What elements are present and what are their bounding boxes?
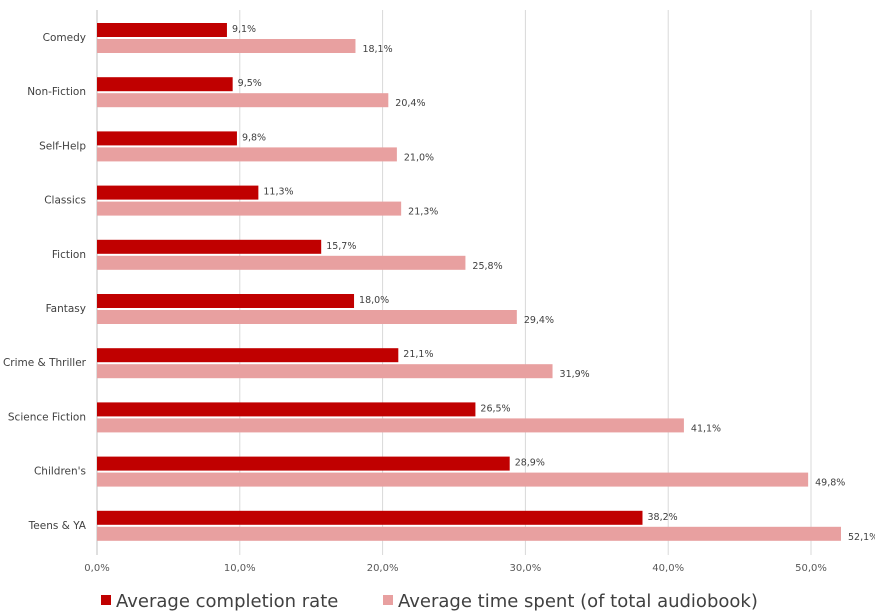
x-tick-label: 10,0% [224,563,256,574]
data-label-time-spent: 18,1% [362,44,392,55]
x-tick-label: 20,0% [367,563,399,574]
data-label-completion: 26,5% [480,403,510,414]
data-label-time-spent: 29,4% [524,315,554,326]
bar-time-spent [97,310,517,324]
bar-time-spent [97,255,466,270]
data-label-completion: 15,7% [326,241,356,252]
legend: Average completion rate Average time spe… [101,591,758,612]
legend-swatch-time-spent [383,595,393,605]
x-tick-label: 40,0% [652,563,684,574]
category-label: Comedy [43,32,86,44]
data-label-completion: 28,9% [515,458,545,469]
bar-time-spent [97,472,809,487]
category-label: Science Fiction [8,411,86,423]
bar-completion [97,402,476,417]
bar-time-spent [97,526,841,541]
category-label: Crime & Thriller [3,357,87,369]
x-tick-label: 30,0% [510,563,542,574]
data-label-completion: 11,3% [263,187,293,198]
category-label: Fantasy [46,303,86,315]
x-tick-label: 0,0% [84,563,109,574]
data-label-completion: 9,1% [232,24,256,35]
legend-label-time-spent: Average time spent (of total audiobook) [398,591,758,612]
data-label-time-spent: 21,0% [404,152,434,163]
category-label: Non-Fiction [27,86,86,98]
bar-completion [97,23,227,37]
data-label-time-spent: 31,9% [560,369,590,380]
data-label-completion: 21,1% [403,349,433,360]
bar-completion [97,510,643,525]
data-label-completion: 9,5% [238,78,262,89]
data-label-completion: 38,2% [647,512,677,523]
category-label: Children's [34,466,86,478]
bar-time-spent [97,418,684,433]
bar-completion [97,348,399,363]
bar-completion [97,294,355,308]
bar-time-spent [97,39,356,53]
bar-completion [97,239,322,254]
bars [97,23,841,541]
category-label: Teens & YA [28,520,87,532]
bar-time-spent [97,93,389,108]
data-label-completion: 9,8% [242,132,266,143]
data-label-time-spent: 21,3% [408,207,438,218]
category-label: Classics [44,195,86,207]
bar-time-spent [97,364,553,379]
bar-time-spent [97,201,402,216]
bar-completion [97,77,233,92]
bar-completion [97,185,259,200]
data-label-time-spent: 49,8% [815,478,845,489]
x-tick-label: 50,0% [795,563,827,574]
labels: 0,0% 10,0% 20,0% 30,0% 40,0% 50,0% Comedy 9,1% 1… [3,24,875,574]
data-label-time-spent: 20,4% [395,98,425,109]
legend-swatch-completion [101,595,111,605]
category-label: Self-Help [39,140,86,152]
bar-time-spent [97,147,397,162]
bar-completion [97,131,237,146]
data-label-time-spent: 52,1% [848,532,875,543]
data-label-completion: 18,0% [359,295,389,306]
bar-completion [97,456,510,471]
data-label-time-spent: 25,8% [472,261,502,272]
legend-label-completion: Average completion rate [116,591,338,612]
category-label: Fiction [52,249,86,261]
data-label-time-spent: 41,1% [691,423,721,434]
